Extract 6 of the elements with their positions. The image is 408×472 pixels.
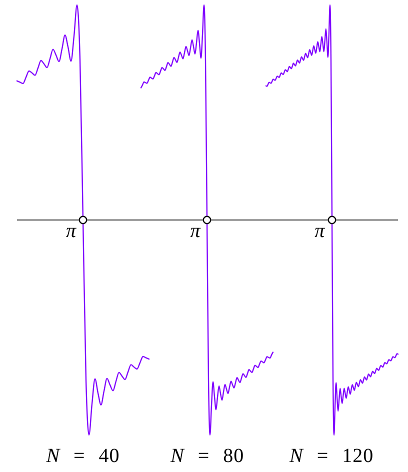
- x-axis-title: N = 120: [290, 445, 374, 467]
- annotation: π: [314, 220, 325, 242]
- x-axis-title: N = 80: [170, 445, 244, 467]
- annotation: π: [190, 220, 200, 242]
- annotation: π: [66, 220, 76, 242]
- x-axis-title: N = 40: [46, 445, 120, 467]
